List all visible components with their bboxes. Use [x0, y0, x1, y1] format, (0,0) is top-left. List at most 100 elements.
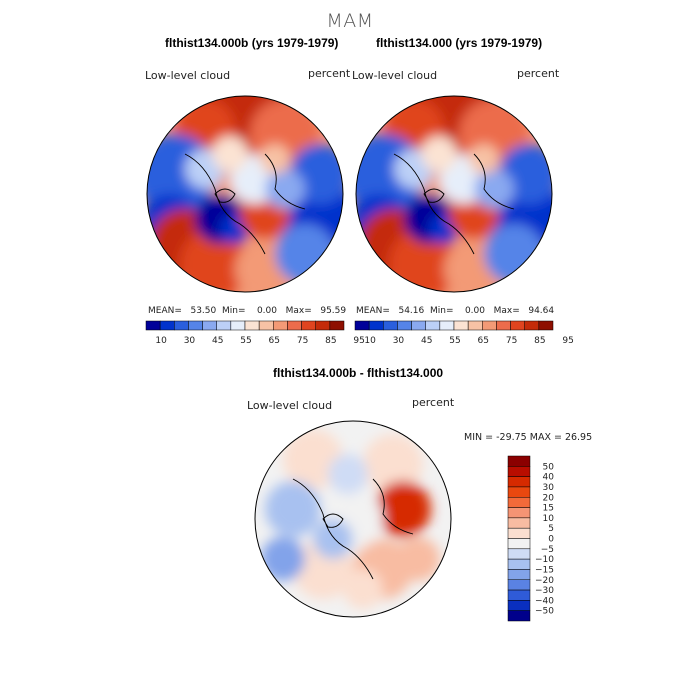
panel-1-min: 0.00: [256, 306, 277, 316]
field-patch: [328, 454, 368, 494]
panel-1-max: 95.59: [320, 306, 347, 316]
colorbar-tick-label: 30: [543, 483, 555, 493]
colorbar-tick-label: 50: [543, 462, 555, 472]
colorbar-swatch: [188, 320, 203, 331]
colorbar-swatch: [397, 320, 412, 331]
panel-2-units: percent: [517, 67, 560, 80]
colorbar-tick-label: 55: [449, 336, 460, 346]
colorbar-tick-label: 95: [562, 336, 573, 346]
field-patch: [363, 434, 423, 494]
panel-2-title: flthist134.000 (yrs 1979-1979): [376, 36, 543, 50]
colorbar-tick-label: 15: [543, 504, 554, 514]
panel-2-field-label: Low-level cloud: [352, 69, 438, 82]
colorbar-tick-label: 30: [393, 336, 405, 346]
panel-3-polar-map: [254, 420, 452, 618]
colorbar-swatch: [244, 320, 260, 331]
colorbar-tick-label: 85: [534, 336, 545, 346]
colorbar-swatch: [507, 455, 531, 467]
colorbar-swatch: [287, 320, 302, 331]
colorbar-swatch: [507, 569, 531, 580]
colorbar-tick-label: −15: [535, 565, 554, 575]
panel-2-mean: 54.16: [398, 306, 425, 316]
panel-1-mean: 53.50: [190, 306, 217, 316]
panel-3-field-label: Low-level cloud: [247, 399, 333, 412]
colorbar-swatch: [174, 320, 189, 331]
colorbar-swatch: [453, 320, 469, 331]
panel-1-polar-map: [146, 95, 344, 293]
colorbar-swatch: [507, 579, 531, 591]
colorbar-swatch: [315, 320, 331, 331]
colorbar-tick-label: 10: [364, 336, 376, 346]
field-patch: [469, 144, 499, 174]
panel-1-units: percent: [308, 67, 351, 80]
colorbar-tick-label: 75: [506, 336, 517, 346]
panel-3-title: flthist134.000b - flthist134.000: [273, 366, 444, 380]
colorbar-tick-label: 0: [548, 535, 554, 545]
field-patch: [265, 169, 305, 209]
panel-2-min: 0.00: [464, 306, 485, 316]
colorbar-swatch: [216, 320, 232, 331]
panel-2-min-label: Min=: [429, 306, 454, 316]
colorbar-swatch: [507, 486, 531, 498]
colorbar-tick-label: 45: [421, 336, 432, 346]
field-patch: [260, 144, 290, 174]
panel-2-mean-label: MEAN=: [356, 306, 390, 316]
panel-2-polar-map: [355, 95, 553, 293]
colorbar-swatch: [507, 497, 531, 508]
colorbar-tick-label: 55: [240, 336, 251, 346]
colorbar-swatch: [507, 610, 531, 622]
colorbar-swatch: [411, 320, 426, 331]
colorbar-tick-label: −5: [541, 545, 554, 555]
colorbar-swatch: [538, 320, 554, 331]
panel-1-min-label: Min=: [221, 306, 246, 316]
colorbar-tick-label: −30: [535, 586, 554, 596]
coastline: [292, 478, 414, 580]
colorbar-swatch: [507, 558, 531, 570]
colorbar-swatch: [425, 320, 441, 331]
colorbar-tick-label: 10: [543, 514, 555, 524]
map-border: [146, 95, 344, 293]
panel-1-stats: MEAN= 53.50 Min= 0.00 Max= 95.59: [148, 306, 346, 316]
colorbar-tick-label: −50: [535, 607, 554, 617]
field-patch: [474, 169, 514, 209]
colorbar-swatch: [510, 320, 525, 331]
colorbar-tick-label: 30: [184, 336, 196, 346]
panel-1-colorbar: 10 30 45 55 65 75 85 95: [145, 320, 365, 346]
colorbar-tick-label: −10: [535, 555, 554, 565]
colorbar-swatch: [507, 548, 531, 560]
colorbar-tick-label: 20: [543, 493, 555, 503]
colorbar-tick-label: 85: [325, 336, 336, 346]
colorbar-tick-label: 95: [353, 336, 364, 346]
colorbar-tick-label: 65: [269, 336, 280, 346]
colorbar-swatch: [273, 320, 288, 331]
panel-2-colorbar: 10 30 45 55 65 75 85 95: [354, 320, 574, 346]
colorbar-swatch: [507, 466, 531, 477]
panel-1-field-label: Low-level cloud: [145, 69, 231, 82]
colorbar-swatch: [507, 589, 531, 601]
field-patch: [275, 224, 335, 284]
colorbar-tick-label: −20: [535, 576, 554, 586]
colorbar-swatch: [301, 320, 316, 331]
field-patch: [375, 481, 431, 537]
colorbar-swatch: [159, 320, 175, 331]
colorbar-swatch: [368, 320, 384, 331]
map-border: [355, 95, 553, 293]
colorbar-tick-label: 45: [212, 336, 223, 346]
colorbar-swatch: [145, 320, 161, 331]
field-patch: [484, 224, 544, 284]
field-patch: [313, 519, 353, 559]
panel-3-units: percent: [412, 396, 455, 409]
colorbar-swatch: [507, 538, 531, 550]
map-border: [254, 420, 452, 618]
colorbar-swatch: [202, 320, 217, 331]
field-patch: [261, 537, 305, 581]
colorbar-tick-label: 10: [155, 336, 167, 346]
colorbar-tick-label: 75: [297, 336, 308, 346]
coastline: [184, 153, 306, 255]
panel-1-title: flthist134.000b (yrs 1979-1979): [165, 36, 339, 50]
panel-2-stats: MEAN= 54.16 Min= 0.00 Max= 94.64: [356, 306, 554, 316]
field-patch: [265, 481, 321, 537]
colorbar-swatch: [507, 476, 531, 488]
colorbar-tick-label: 40: [543, 473, 555, 483]
